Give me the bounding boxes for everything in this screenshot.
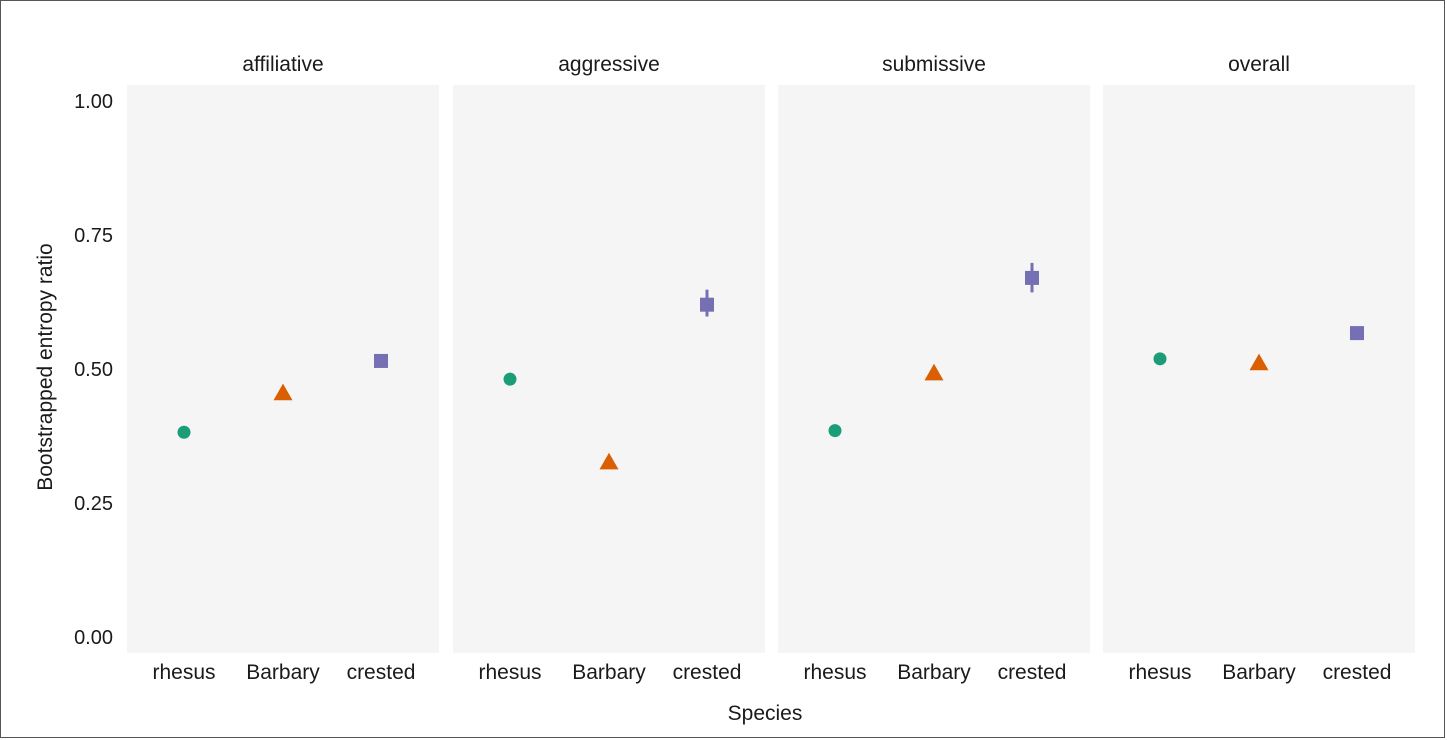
y-tick-label: 0.75 — [74, 225, 113, 247]
data-point-crested — [1025, 270, 1039, 285]
data-point-Barbary — [924, 363, 944, 381]
data-point-crested — [374, 353, 388, 368]
x-tick-label: crested — [673, 661, 742, 684]
data-point-crested — [700, 297, 714, 312]
x-tick-label: Barbary — [1222, 661, 1296, 684]
facet-title: submissive — [882, 53, 986, 76]
y-axis-title: Bootstrapped entropy ratio — [34, 243, 57, 491]
facet-panel-overall: overall rhesus Barbary crested — [1103, 53, 1415, 684]
x-tick-label: Barbary — [897, 661, 971, 684]
x-tick-label: Barbary — [572, 661, 646, 684]
panel-background — [127, 85, 439, 653]
y-tick-label: 1.00 — [74, 91, 113, 113]
data-point-crested — [1350, 326, 1364, 341]
y-axis: 0.00 0.25 0.50 0.75 1.00 — [74, 91, 113, 649]
x-tick-label: rhesus — [152, 661, 215, 684]
data-point-Barbary — [599, 452, 619, 470]
data-point-rhesus — [503, 372, 517, 386]
data-point-rhesus — [177, 425, 191, 439]
y-tick-label: 0.00 — [74, 627, 113, 649]
facet-panel-submissive: submissive rhesus Barbary crested — [778, 53, 1090, 684]
facet-panel-aggressive: aggressive rhesus Barbary crested — [453, 53, 765, 684]
y-tick-label: 0.25 — [74, 493, 113, 515]
data-point-rhesus — [828, 424, 842, 438]
x-tick-label: rhesus — [1128, 661, 1191, 684]
x-tick-label: crested — [1323, 661, 1392, 684]
facet-panel-affiliative: affiliative rhesus Barbary crested — [127, 53, 439, 684]
y-tick-label: 0.50 — [74, 359, 113, 381]
panel-background — [453, 85, 765, 653]
x-tick-label: rhesus — [803, 661, 866, 684]
data-point-Barbary — [1249, 353, 1269, 371]
facet-title: aggressive — [558, 53, 660, 76]
data-point-Barbary — [273, 383, 293, 401]
x-tick-label: rhesus — [478, 661, 541, 684]
x-tick-label: crested — [347, 661, 416, 684]
x-tick-label: crested — [998, 661, 1067, 684]
data-point-rhesus — [1153, 352, 1167, 366]
x-axis-title: Species — [728, 702, 803, 725]
facet-title: affiliative — [242, 53, 323, 76]
facet-title: overall — [1228, 53, 1290, 76]
x-tick-label: Barbary — [246, 661, 320, 684]
